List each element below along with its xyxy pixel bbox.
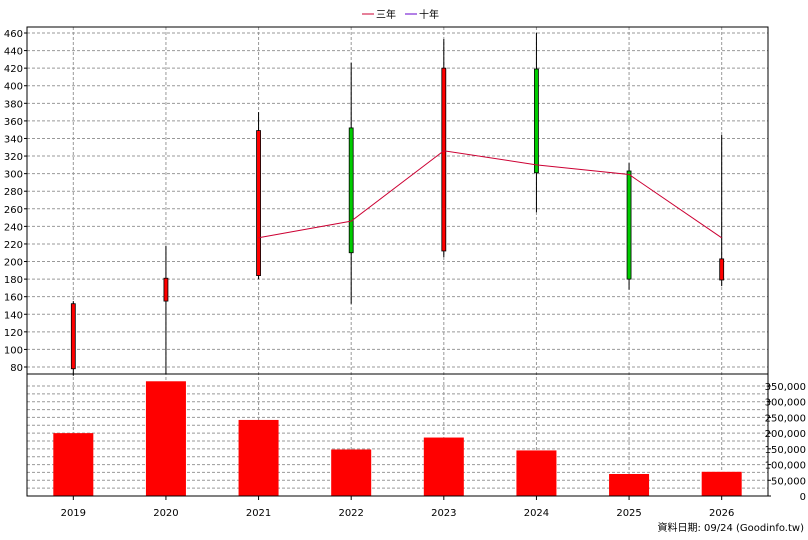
legend-label-three-year: 三年 [376, 8, 396, 21]
candle-body [70, 303, 76, 370]
price-axis-ticks: 460 440 420 400 380 360 340 320 300 280 260 240 220 2… [4, 29, 27, 374]
price-tick-label: 240 [4, 222, 23, 233]
legend-label-ten-year: 十年 [419, 8, 439, 21]
x-tick-label: 2021 [246, 508, 271, 519]
price-tick-label: 260 [4, 205, 23, 216]
candle-body [256, 130, 261, 276]
chart-legend: 三年 十年 [362, 8, 439, 21]
volume-bar [516, 450, 557, 496]
plot-frames [26, 26, 769, 497]
x-tick-label: 2025 [616, 508, 641, 519]
volume-tick-label: 0 [800, 492, 806, 503]
price-tick-label: 360 [4, 117, 23, 128]
volume-tick-label: 50,000 [771, 476, 806, 487]
volume-bar [701, 471, 742, 496]
x-tick-label: 2026 [709, 508, 734, 519]
price-tick-label: 100 [4, 345, 23, 356]
price-panel-frame [26, 26, 769, 375]
price-tick-label: 160 [4, 293, 23, 304]
price-tick-label: 340 [4, 134, 23, 145]
candle-body [163, 277, 169, 302]
price-tick-label: 180 [4, 275, 23, 286]
price-tick-label: 280 [4, 187, 23, 198]
volume-tick-label: 350,000 [765, 382, 806, 393]
price-tick-label: 140 [4, 310, 23, 321]
candle-body [441, 67, 447, 252]
candle-body [719, 258, 725, 281]
volume-tick-label: 100,000 [765, 461, 806, 472]
price-tick-label: 200 [4, 258, 23, 269]
x-tick-label: 2022 [338, 508, 363, 519]
volume-tick-label: 250,000 [765, 413, 806, 424]
volume-bar [53, 433, 94, 496]
volume-bar [331, 449, 372, 496]
price-candles [70, 33, 725, 376]
price-tick-label: 300 [4, 170, 23, 181]
price-tick-label: 460 [4, 29, 23, 40]
price-tick-label: 420 [4, 64, 23, 75]
candle-body [534, 68, 539, 174]
source-note: 資料日期: 09/24 (Goodinfo.tw) [657, 521, 804, 534]
x-tick-label: 2020 [153, 508, 178, 519]
x-tick-label: 2024 [524, 508, 549, 519]
volume-panel-frame [26, 373, 769, 497]
price-tick-label: 120 [4, 328, 23, 339]
volume-bar [609, 474, 650, 496]
price-tick-label: 380 [4, 99, 23, 110]
volume-bar [145, 381, 186, 496]
candle-body [348, 127, 354, 254]
volume-axis-ticks: 350,000 300,000 250,000 200,000 150,000 100,0… [765, 382, 806, 503]
x-tick-label: 2019 [61, 508, 86, 519]
price-tick-label: 440 [4, 47, 23, 58]
price-tick-label: 400 [4, 82, 23, 93]
grid-lines [27, 27, 768, 497]
volume-bar [423, 437, 464, 496]
x-axis-ticks: 2019 2020 2021 2022 2023 2024 2025 2026 [61, 496, 734, 519]
volume-bars [53, 381, 742, 496]
x-tick-label: 2023 [431, 508, 456, 519]
volume-tick-label: 150,000 [765, 445, 806, 456]
volume-tick-label: 300,000 [765, 398, 806, 409]
price-tick-label: 320 [4, 152, 23, 163]
volume-bar [238, 419, 279, 496]
candle-body [626, 170, 632, 280]
price-tick-label: 80 [10, 363, 23, 374]
price-tick-label: 220 [4, 240, 23, 251]
three-year-line [258, 150, 722, 239]
volume-tick-label: 200,000 [765, 429, 806, 440]
